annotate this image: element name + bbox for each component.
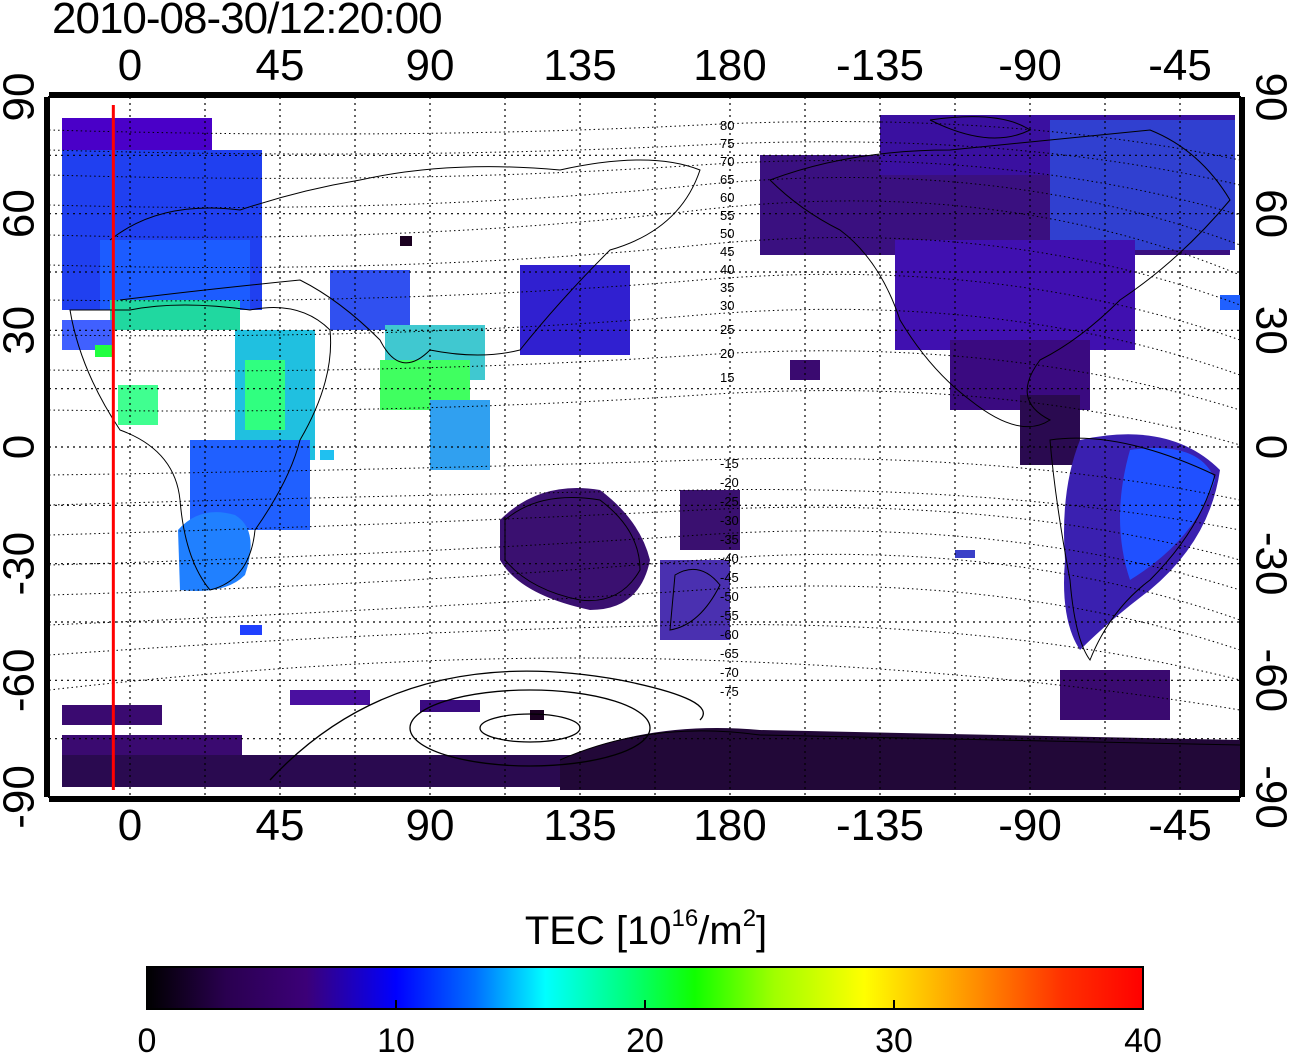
bottom-lon-label: 0: [118, 801, 142, 850]
top-longitude-labels: 0 45 90 135 180 -135 -90 -45: [118, 41, 1212, 90]
right-lat-label: 60: [1246, 189, 1292, 238]
left-lat-label: 90: [0, 73, 44, 122]
contour-label: -30: [720, 513, 739, 528]
colorbar-tick-label: 10: [377, 1022, 415, 1057]
bottom-lon-label: 45: [256, 801, 305, 850]
contour-label: 40: [720, 262, 734, 277]
colorbar-ticks: 0 10 20 30 40: [138, 1000, 1162, 1057]
contour-labels-north: 80 75 70 65 60 55 50 45 40 35 30 25 20 15: [720, 118, 734, 385]
contour-label: -65: [720, 646, 739, 661]
bottom-lon-label: 135: [543, 801, 616, 850]
left-lat-label: 60: [0, 189, 44, 238]
contour-label: 70: [720, 154, 734, 169]
top-lon-label: -135: [836, 41, 924, 90]
contour-label: 80: [720, 118, 734, 133]
contour-label: -60: [720, 627, 739, 642]
contour-label: 20: [720, 346, 734, 361]
coastlines: [69, 116, 1240, 761]
tec-data-layer: [62, 115, 1240, 790]
contour-labels-south: -15 -20 -25 -30 -35 -40 -45 -50 -55 -60 -65 -70 -75: [720, 456, 739, 699]
top-lon-label: 180: [693, 41, 766, 90]
contour-label: 30: [720, 298, 734, 313]
contour-label: 50: [720, 226, 734, 241]
colorbar-tick-label: 20: [626, 1022, 664, 1057]
left-lat-label: -60: [0, 649, 44, 713]
right-lat-label: 0: [1246, 435, 1292, 459]
contour-label: -35: [720, 532, 739, 547]
top-lon-label: -45: [1148, 41, 1212, 90]
bottom-lon-label: -135: [836, 801, 924, 850]
south-magnetic-pole-contours: [269, 670, 704, 781]
timestamp-title: 2010-08-30/12:20:00: [52, 0, 443, 43]
right-lat-label: 30: [1246, 306, 1292, 355]
top-lon-label: 135: [543, 41, 616, 90]
left-lat-label: 30: [0, 306, 44, 355]
right-lat-label: 90: [1246, 73, 1292, 122]
left-latitude-labels: 90 60 30 0 -30 -60 -90: [0, 73, 44, 829]
contour-label: -70: [720, 665, 739, 680]
colorbar-title: TEC [1016/m2]: [524, 905, 768, 953]
colorbar-tick-label: 30: [875, 1022, 913, 1057]
contour-label: -75: [720, 684, 739, 699]
contour-label: 60: [720, 190, 734, 205]
left-lat-label: -30: [0, 532, 44, 596]
contour-label: 75: [720, 136, 734, 151]
contour-label: 35: [720, 280, 734, 295]
colorbar-tick-label: 0: [138, 1022, 157, 1057]
top-lon-label: 0: [118, 41, 142, 90]
colorbar-tick-label: 40: [1124, 1022, 1162, 1057]
contour-label: -40: [720, 551, 739, 566]
left-lat-label: 0: [0, 435, 44, 459]
graticule: [49, 97, 1240, 797]
bottom-lon-label: 180: [693, 801, 766, 850]
contour-label: 45: [720, 244, 734, 259]
contour-label: 15: [720, 370, 734, 385]
contour-label: -25: [720, 494, 739, 509]
contour-label: -45: [720, 570, 739, 585]
left-lat-label: -90: [0, 765, 44, 829]
contour-label: -50: [720, 589, 739, 604]
contour-label: 55: [720, 208, 734, 223]
top-lon-label: 90: [406, 41, 455, 90]
right-lat-label: -90: [1246, 765, 1292, 829]
contour-label: -20: [720, 475, 739, 490]
bottom-longitude-labels: 0 45 90 135 180 -135 -90 -45: [118, 801, 1212, 850]
right-lat-label: -60: [1246, 649, 1292, 713]
right-latitude-labels: 90 60 30 0 -30 -60 -90: [1246, 73, 1292, 829]
bottom-lon-label: 90: [406, 801, 455, 850]
right-lat-label: -30: [1246, 532, 1292, 596]
bottom-lon-label: -90: [998, 801, 1062, 850]
bottom-lon-label: -45: [1148, 801, 1212, 850]
contour-label: -15: [720, 456, 739, 471]
top-lon-label: -90: [998, 41, 1062, 90]
contour-label: 25: [720, 322, 734, 337]
contour-label: -55: [720, 608, 739, 623]
contour-label: 65: [720, 172, 734, 187]
top-lon-label: 45: [256, 41, 305, 90]
